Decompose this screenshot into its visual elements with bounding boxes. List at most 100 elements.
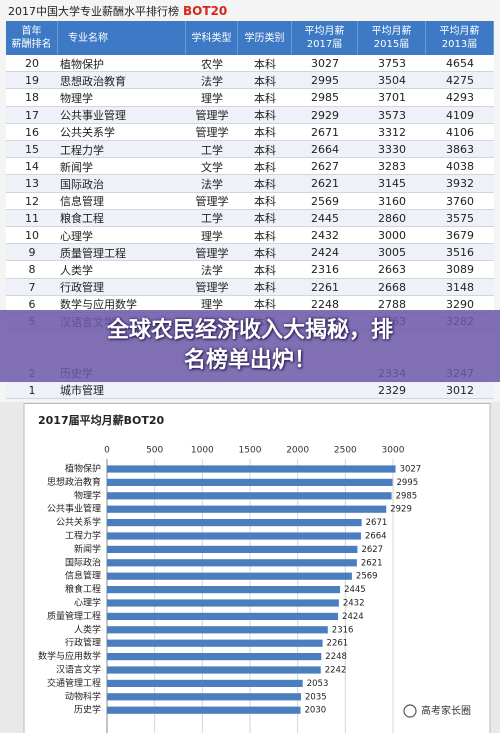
table-cell: 10: [25, 229, 39, 243]
y-tick-label: 人类学: [74, 623, 101, 635]
value-label: 2248: [325, 652, 347, 662]
column-header: 首年 薪酬排名: [6, 21, 58, 55]
table-cell: 3160: [378, 194, 406, 208]
table-cell: 4654: [446, 57, 474, 71]
column-header: 学科类型: [186, 21, 238, 55]
bar: [107, 532, 361, 540]
value-label: 2569: [356, 572, 378, 582]
value-label: 2053: [307, 679, 329, 689]
y-tick-label: 新闻学: [74, 543, 101, 555]
table-cell: 3504: [378, 74, 406, 88]
table-cell: 9: [28, 246, 36, 260]
table-cell: 2621: [311, 177, 339, 191]
header-line: 2015届: [373, 39, 410, 50]
y-tick-label: 汉语言文学: [56, 664, 101, 676]
header-line: 首年: [21, 26, 42, 37]
table-row: [6, 141, 494, 159]
value-label: 2664: [365, 532, 387, 542]
bar: [107, 706, 301, 714]
table-cell: 2569: [311, 194, 339, 208]
value-label: 2671: [366, 518, 388, 528]
table-cell: 2663: [378, 263, 406, 277]
table-cell: 新闻学: [60, 160, 93, 174]
title-tag: BOT20: [183, 4, 228, 18]
table-cell: 法学: [201, 263, 223, 277]
table-cell: 本科: [254, 160, 276, 174]
value-label: 2030: [305, 706, 327, 716]
bar: [107, 612, 339, 620]
watermark: 高考家长圈: [421, 704, 471, 717]
table-cell: 18: [25, 91, 39, 105]
value-label: 2445: [344, 585, 366, 595]
headline-line: 全球农民经济收入大揭秘，排: [106, 318, 393, 343]
value-label: 2627: [361, 545, 383, 555]
y-tick-label: 信息管理: [65, 570, 101, 582]
table-cell: 6: [28, 297, 36, 311]
table-cell: 农学: [201, 57, 223, 71]
x-tick-label: 2500: [334, 446, 357, 456]
y-tick-label: 公共事业管理: [47, 503, 101, 515]
table-cell: 3863: [446, 143, 474, 157]
table-cell: 思想政治教育: [60, 74, 126, 88]
table-cell: 法学: [201, 74, 223, 88]
header-line: 专业名称: [68, 32, 108, 44]
bar: [107, 693, 302, 701]
y-tick-label: 思想政治教育: [47, 476, 101, 488]
table-cell: 3575: [446, 211, 474, 225]
table-cell: 公共关系学: [60, 126, 115, 140]
table-cell: 3005: [378, 246, 406, 260]
header-line: 学历类别: [244, 32, 285, 44]
table-cell: 本科: [254, 195, 276, 209]
x-tick-label: 1000: [191, 446, 214, 456]
table-cell: 管理学: [195, 126, 229, 140]
value-label: 2242: [325, 666, 347, 676]
table-cell: 植物保护: [60, 57, 104, 71]
bar: [107, 653, 322, 661]
table-row: [6, 261, 494, 279]
table-cell: 本科: [254, 298, 276, 312]
table-cell: 国际政治: [60, 177, 104, 191]
table-cell: 2329: [378, 383, 406, 397]
table-cell: 3283: [378, 160, 406, 174]
table-cell: 本科: [254, 109, 276, 123]
table-cell: 行政管理: [60, 281, 104, 295]
table-cell: 20: [25, 57, 39, 71]
table-cell: 城市管理: [60, 384, 104, 398]
header-line: 2013届: [441, 39, 478, 50]
table-cell: 本科: [254, 263, 276, 277]
table-row: [6, 227, 494, 245]
y-tick-label: 数学与应用数学: [38, 650, 101, 662]
header-line: 薪酬排名: [11, 39, 52, 50]
value-label: 2621: [361, 558, 383, 568]
y-tick-label: 物理学: [74, 489, 101, 501]
table-cell: 数学与应用数学: [60, 298, 137, 312]
table-cell: 12: [25, 194, 39, 208]
table-cell: 理学: [201, 229, 223, 243]
table-cell: 11: [25, 211, 39, 225]
table-cell: 理学: [201, 91, 223, 105]
bar: [107, 559, 357, 567]
table-cell: 2316: [311, 263, 339, 277]
table-cell: 本科: [254, 246, 276, 260]
value-label: 3027: [400, 465, 422, 475]
y-tick-label: 动物科学: [65, 690, 101, 702]
table-cell: 本科: [254, 177, 276, 191]
table-cell: 2664: [311, 143, 339, 157]
table-cell: 16: [25, 125, 39, 139]
table-cell: 工学: [201, 212, 223, 226]
table-cell: 2860: [378, 211, 406, 225]
headline-banner: 全球农民经济收入大揭秘，排 名榜单出炉！: [0, 310, 500, 382]
bar: [107, 492, 392, 500]
table-cell: 3012: [446, 383, 474, 397]
bar: [107, 572, 352, 580]
value-label: 2035: [305, 692, 327, 702]
table-cell: 3516: [446, 246, 474, 260]
table-title: 2017中国大学专业薪酬水平排行榜 BOT20: [8, 3, 227, 19]
table-cell: 质量管理工程: [60, 246, 126, 260]
table-cell: 2985: [311, 91, 339, 105]
x-tick-label: 2000: [286, 446, 309, 456]
value-label: 2929: [390, 505, 412, 515]
table-cell: 3330: [378, 143, 406, 157]
x-tick-label: 0: [104, 446, 110, 456]
